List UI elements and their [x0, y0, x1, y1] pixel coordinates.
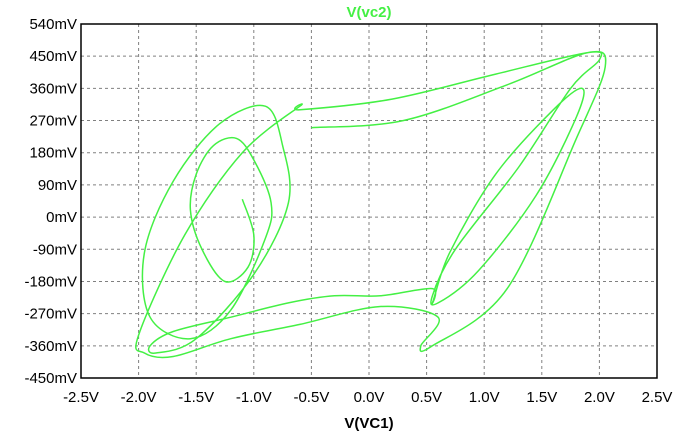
y-tick-label: 90mV	[38, 177, 77, 194]
x-axis-label: V(VC1)	[344, 415, 393, 432]
y-tick-label: -90mV	[33, 241, 77, 258]
y-tick-label: 180mV	[29, 145, 77, 162]
x-tick-label: -2.5V	[63, 389, 99, 406]
x-tick-label: 2.0V	[584, 389, 615, 406]
y-tick-label: -270mV	[24, 306, 77, 323]
x-tick-label: -0.5V	[293, 389, 329, 406]
plot-frame	[80, 23, 658, 379]
y-tick-label: 360mV	[29, 80, 77, 97]
x-tick-label: 0.0V	[354, 389, 385, 406]
x-tick-label: 1.5V	[526, 389, 557, 406]
x-tick-label: 0.5V	[411, 389, 442, 406]
x-tick-label: 2.5V	[642, 389, 673, 406]
y-tick-label: 450mV	[29, 48, 77, 65]
y-tick-label: 270mV	[29, 113, 77, 130]
y-tick-label: -360mV	[24, 338, 77, 355]
x-tick-label: 1.0V	[469, 389, 500, 406]
y-tick-label: -450mV	[24, 370, 77, 387]
grid-lines	[81, 24, 657, 378]
y-tick-label: -180mV	[24, 273, 77, 290]
x-tick-label: -2.0V	[121, 389, 157, 406]
tick-layer: -2.5V -2.0V -1.5V -1.0V -0.5V 0.0V 0.5V 1.0V 1.5…	[24, 16, 672, 406]
x-tick-label: -1.0V	[236, 389, 272, 406]
series-line	[135, 50, 607, 359]
x-tick-label: -1.5V	[178, 389, 214, 406]
y-tick-label: 0mV	[46, 209, 77, 226]
chart-title: V(vc2)	[346, 4, 391, 21]
y-tick-label: 540mV	[29, 16, 77, 33]
series-layer	[135, 50, 607, 359]
